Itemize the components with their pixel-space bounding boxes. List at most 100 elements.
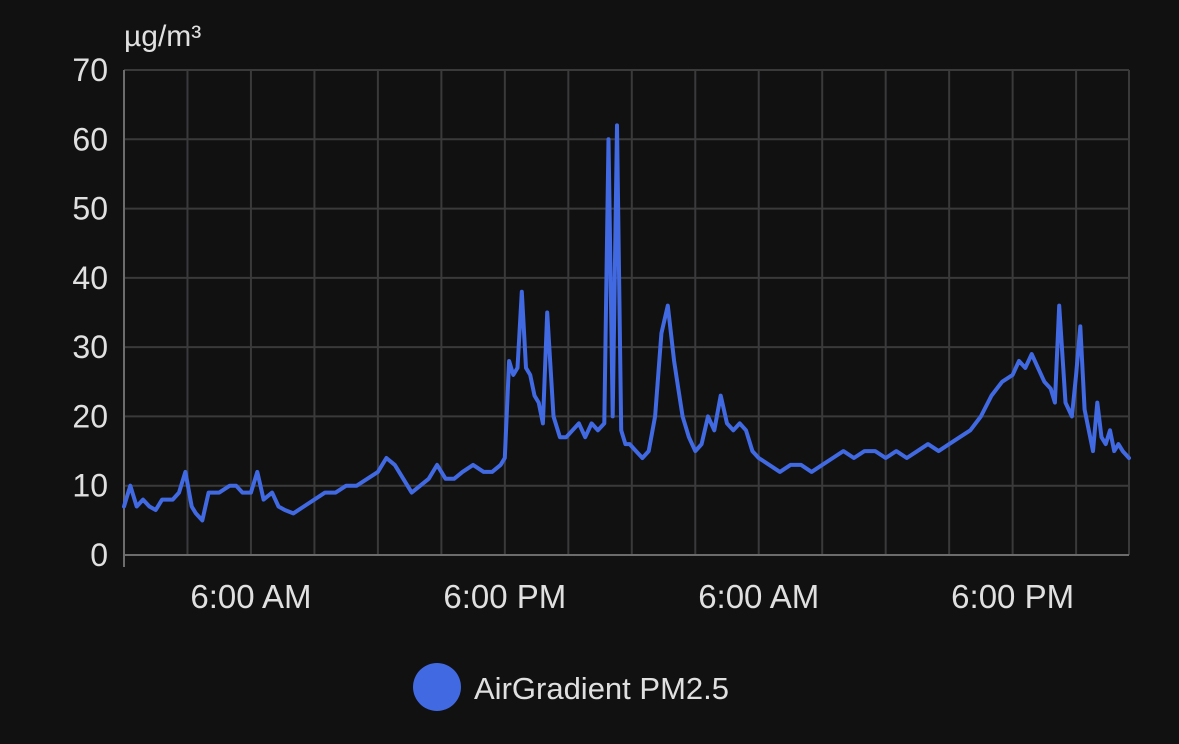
data-point xyxy=(1108,428,1112,432)
data-point xyxy=(1030,352,1034,356)
data-point xyxy=(528,373,532,377)
data-point xyxy=(355,484,359,488)
data-point xyxy=(520,290,524,294)
data-point xyxy=(676,387,680,391)
data-point xyxy=(1095,401,1099,405)
data-point xyxy=(607,137,611,141)
data-point xyxy=(596,428,600,432)
data-point xyxy=(228,484,232,488)
data-point xyxy=(1074,373,1078,377)
legend-swatch-icon[interactable] xyxy=(413,663,461,711)
legend[interactable]: AirGradient PM2.5 xyxy=(413,663,729,711)
data-point xyxy=(183,470,187,474)
data-point xyxy=(147,505,151,508)
data-point xyxy=(194,511,198,515)
x-axis-ticks: 6:00 AM 6:00 PM 6:00 AM 6:00 PM xyxy=(190,578,1074,615)
data-point xyxy=(452,477,456,481)
data-point xyxy=(767,463,771,467)
data-point xyxy=(516,366,520,370)
data-point xyxy=(1064,401,1068,405)
data-point xyxy=(979,414,983,418)
data-point xyxy=(681,414,685,418)
data-point xyxy=(1000,380,1004,384)
data-point xyxy=(482,470,486,474)
data-point xyxy=(820,463,824,467)
data-point xyxy=(558,435,562,439)
data-point xyxy=(1116,442,1120,446)
series-layer xyxy=(122,123,1131,523)
data-point xyxy=(1017,359,1021,363)
data-point xyxy=(1087,428,1091,432)
data-point xyxy=(583,435,587,439)
series-line-pm25 xyxy=(122,123,1131,523)
data-point xyxy=(541,421,545,425)
legend-label[interactable]: AirGradient PM2.5 xyxy=(474,671,729,706)
grid xyxy=(123,69,1130,567)
data-point xyxy=(700,442,704,446)
x-tick-label: 6:00 AM xyxy=(190,578,311,615)
data-point xyxy=(160,498,164,502)
data-point xyxy=(249,491,253,495)
data-point xyxy=(1127,456,1131,460)
data-point xyxy=(1112,449,1116,453)
data-point xyxy=(262,498,266,502)
data-point xyxy=(799,463,803,467)
data-point xyxy=(511,373,515,377)
data-point xyxy=(401,477,405,481)
data-point xyxy=(302,505,306,508)
data-point xyxy=(334,491,338,495)
data-point xyxy=(640,456,644,460)
data-point xyxy=(744,428,748,432)
data-point xyxy=(757,456,761,460)
data-point xyxy=(171,498,175,502)
data-point xyxy=(444,477,448,481)
y-tick-label: 0 xyxy=(90,537,108,573)
data-point xyxy=(283,508,287,512)
data-point xyxy=(852,456,856,460)
data-point xyxy=(410,491,414,495)
data-point xyxy=(418,484,422,488)
data-point xyxy=(164,498,168,502)
data-point xyxy=(141,498,145,502)
data-point xyxy=(687,435,691,439)
data-point xyxy=(628,442,632,446)
data-point xyxy=(1057,304,1061,308)
data-point xyxy=(365,477,369,481)
data-point xyxy=(312,498,316,502)
data-point xyxy=(947,442,951,446)
data-point xyxy=(1091,449,1095,453)
data-point xyxy=(659,331,663,335)
data-point xyxy=(122,505,126,508)
data-point xyxy=(672,359,676,363)
data-point xyxy=(207,491,211,495)
data-point xyxy=(615,123,619,127)
data-point xyxy=(863,449,867,453)
data-point xyxy=(653,414,657,418)
data-point xyxy=(200,518,204,522)
data-point xyxy=(590,421,594,425)
data-point xyxy=(1049,387,1053,391)
data-point xyxy=(323,491,327,495)
data-point xyxy=(1042,380,1046,384)
data-point xyxy=(750,449,754,453)
data-point xyxy=(537,401,541,405)
x-tick-label: 6:00 AM xyxy=(698,578,819,615)
data-point xyxy=(234,484,238,488)
data-point xyxy=(958,435,962,439)
data-point xyxy=(435,463,439,467)
data-point xyxy=(706,414,710,418)
data-point xyxy=(461,470,465,474)
data-point xyxy=(177,491,181,495)
data-point xyxy=(564,435,568,439)
data-point xyxy=(545,311,549,314)
data-point xyxy=(788,463,792,467)
data-point xyxy=(128,484,132,488)
data-point xyxy=(725,421,729,425)
data-point xyxy=(490,470,494,474)
data-point xyxy=(571,428,575,432)
data-point xyxy=(1083,408,1087,411)
data-point xyxy=(693,449,697,453)
data-point xyxy=(731,428,735,432)
data-point xyxy=(1099,435,1103,439)
